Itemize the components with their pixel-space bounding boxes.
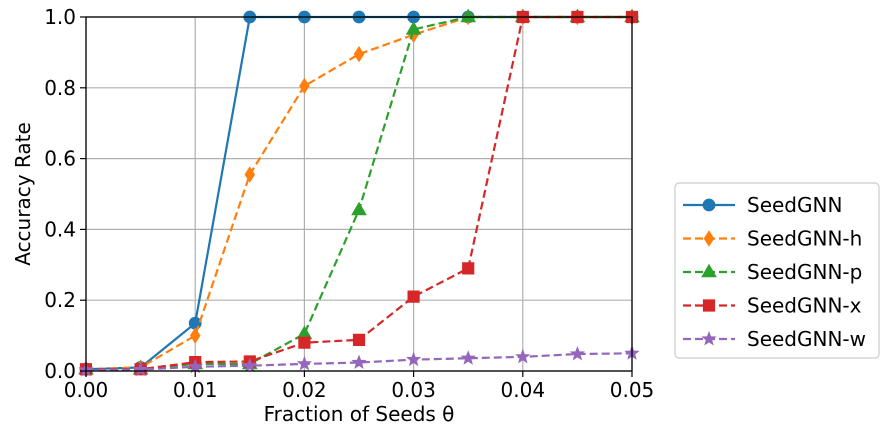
data-point: [353, 45, 365, 63]
y-tick-label: 1.0: [44, 5, 76, 29]
series-line: [86, 15, 632, 371]
series-line: [85, 15, 632, 371]
axis-ticks: 0.00 0.01 0.02 0.03 0.04 0.05 0.0 0.2 0.4 0.6 0.8 1…: [44, 5, 654, 402]
legend-marker: [702, 198, 716, 212]
legend-label: SeedGNN-p: [747, 260, 862, 284]
data-point: [352, 333, 366, 346]
y-tick-label: 0.2: [44, 288, 76, 312]
series-seedgnn: [79, 10, 639, 376]
data-point: [242, 357, 258, 373]
data-point: [460, 350, 476, 365]
y-axis-label: Accuracy Rate: [11, 122, 35, 266]
series-seedgnn-h: [80, 8, 638, 378]
legend-item: SeedGNN-h: [683, 227, 862, 251]
legend-item: SeedGNN: [683, 193, 842, 217]
legend-label: SeedGNN-x: [747, 294, 862, 318]
data-point: [132, 361, 149, 377]
data-point: [296, 355, 313, 371]
data-point: [515, 348, 531, 364]
series-line: [86, 15, 632, 371]
legend-marker: [701, 330, 717, 346]
data-point: [187, 358, 203, 374]
legend-marker: [701, 263, 717, 278]
y-tick-label: 0.0: [44, 359, 76, 383]
legend-label: SeedGNN: [747, 193, 842, 217]
x-tick-label: 0.04: [501, 378, 546, 402]
data-point: [298, 336, 311, 349]
grid: [85, 16, 633, 372]
legend-box: [674, 182, 880, 359]
legend-label: SeedGNN-w: [747, 327, 866, 351]
data-point: [569, 345, 586, 361]
legend-marker: [703, 230, 715, 247]
series-seedgnn-p: [78, 8, 640, 375]
data-point: [351, 201, 367, 216]
legend-label: SeedGNN-h: [747, 227, 862, 251]
x-axis-label: Fraction of Seeds θ: [264, 402, 455, 426]
x-tick-label: 0.02: [282, 378, 327, 402]
y-tick-label: 0.8: [44, 76, 76, 100]
data-point: [189, 327, 201, 344]
data-point: [351, 354, 367, 370]
x-tick-label: 0.05: [610, 378, 655, 402]
x-tick-label: 0.03: [391, 378, 436, 402]
data-point: [407, 290, 420, 303]
series-seedgnn-x: [79, 10, 639, 376]
data-point: [299, 77, 310, 95]
series-line: [85, 352, 633, 372]
x-tick-label: 0.01: [173, 378, 218, 402]
data-point: [460, 8, 477, 23]
series-layer: [78, 8, 640, 378]
series-line: [85, 15, 632, 371]
data-point: [244, 166, 256, 183]
legend-item: SeedGNN-p: [683, 260, 862, 284]
y-tick-label: 0.4: [44, 217, 76, 241]
legend: SeedGNN SeedGNN-h SeedGNN-p SeedGNN-x SeedGN…: [674, 182, 880, 359]
legend-item: SeedGNN-x: [683, 294, 862, 318]
y-tick-label: 0.6: [44, 147, 76, 171]
plot-frame: [85, 16, 633, 372]
legend-marker: [702, 299, 716, 312]
x-tick-label: 0.00: [64, 378, 109, 402]
data-point: [405, 21, 422, 35]
legend-item: SeedGNN-w: [683, 327, 866, 351]
data-point: [405, 351, 422, 367]
data-point: [462, 262, 475, 275]
